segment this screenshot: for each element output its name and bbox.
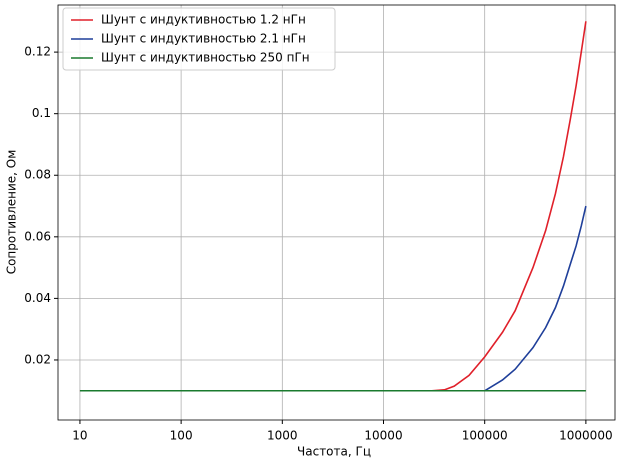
x-tick-label: 100000 xyxy=(462,429,508,443)
series-line xyxy=(79,21,587,392)
legend-box xyxy=(62,7,336,71)
x-axis-label: Частота, Гц xyxy=(297,445,371,459)
y-tick-label: 0.12 xyxy=(24,45,51,59)
y-tick-label: 0.04 xyxy=(24,291,51,305)
plot-frame xyxy=(57,4,616,421)
y-tick-label: 0.08 xyxy=(24,168,51,182)
x-tick-label: 1000000 xyxy=(559,429,612,443)
x-tick-label: 1000 xyxy=(267,429,298,443)
y-axis-label: Сопротивление, Ом xyxy=(5,150,19,275)
series-line xyxy=(484,205,587,392)
x-tick-label: 10000 xyxy=(364,429,402,443)
y-tick-label: 0.02 xyxy=(24,352,51,366)
x-tick-label: 100 xyxy=(170,429,193,443)
y-tick-label: 0.1 xyxy=(32,106,51,120)
legend-label: Шунт с индуктивностью 250 пГн xyxy=(101,51,310,65)
legend-label: Шунт с индуктивностью 2.1 нГн xyxy=(101,32,306,46)
y-tick-label: 0.06 xyxy=(24,229,51,243)
x-tick-label: 10 xyxy=(72,429,87,443)
legend-label: Шунт с индуктивностью 1.2 нГн xyxy=(101,13,306,27)
